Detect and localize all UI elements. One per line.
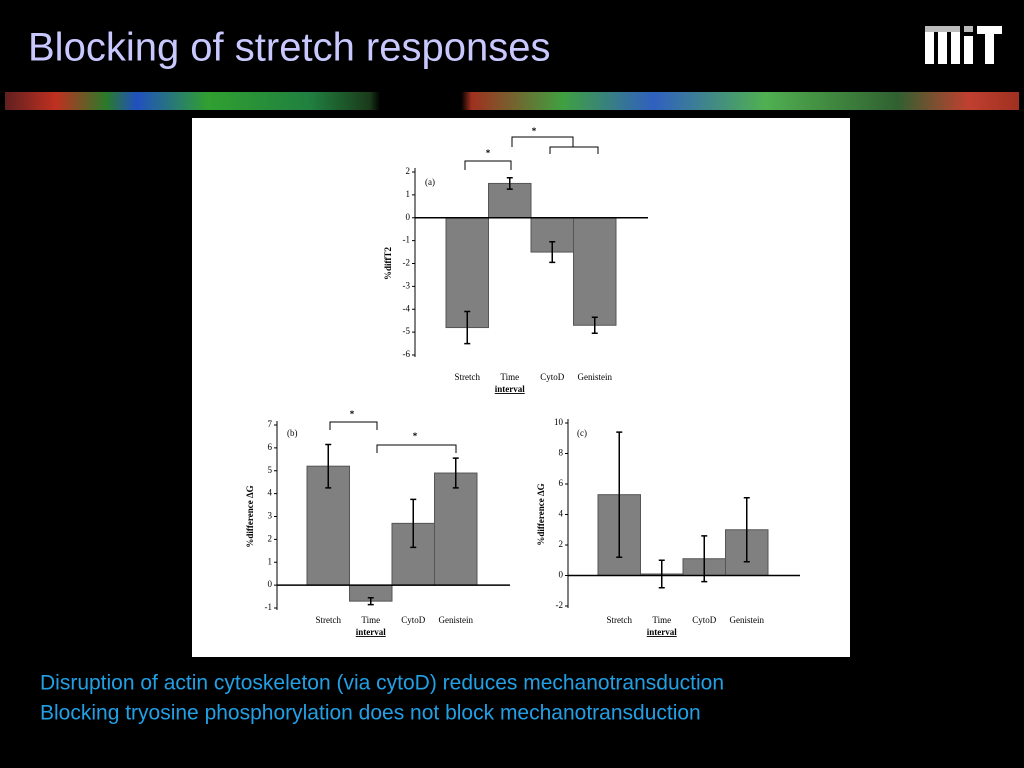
annotation: *	[413, 431, 418, 441]
panel-label: (a)	[425, 177, 435, 187]
error-bar	[658, 559, 665, 589]
y-tick-label: 4	[268, 488, 273, 498]
y-tick-label: 10	[554, 417, 564, 427]
y-tick-label: 8	[559, 448, 564, 458]
x-tick-label: Genistein	[578, 372, 613, 382]
error-bar	[367, 596, 374, 606]
caption-line: Blocking tryosine phosphorylation does n…	[40, 702, 701, 725]
error-bar	[701, 535, 708, 583]
y-tick-label: 7	[268, 419, 273, 429]
panel-label: (b)	[287, 428, 298, 438]
error-bar	[464, 310, 471, 345]
x-tick-label: Stretch	[607, 615, 633, 625]
error-bar	[616, 431, 623, 558]
annotation: *	[350, 409, 355, 419]
slide-title: Blocking of stretch responses	[28, 26, 550, 70]
error-bar	[410, 498, 417, 549]
bar	[434, 472, 478, 586]
x-tick-label: Time	[652, 615, 671, 625]
y-tick-label: 0	[406, 212, 411, 222]
bar	[445, 217, 489, 329]
image-strip	[5, 92, 1019, 110]
panel-label: (c)	[577, 428, 587, 438]
y-tick-label: 0	[268, 579, 273, 589]
x-tick-label: CytoD	[692, 615, 717, 625]
y-tick-label: -5	[403, 326, 411, 336]
y-tick-label: 2	[559, 539, 564, 549]
y-tick-label: 0	[559, 570, 564, 580]
x-tick-label: Stretch	[316, 615, 342, 625]
x-axis-label: interval	[495, 384, 525, 394]
x-tick-label: Stretch	[455, 372, 481, 382]
y-axis-label: %diffT2	[383, 247, 393, 281]
significance-bracket	[329, 421, 457, 453]
y-tick-label: 2	[268, 533, 273, 543]
y-axis-label: %difference ΔG	[245, 485, 255, 547]
x-tick-label: Genistein	[730, 615, 765, 625]
error-bar	[743, 496, 750, 563]
x-axis-label: interval	[647, 627, 677, 637]
x-tick-label: Time	[361, 615, 380, 625]
x-tick-label: Time	[500, 372, 519, 382]
error-bar	[549, 241, 556, 264]
y-tick-label: -6	[403, 349, 411, 359]
y-tick-label: 2	[406, 166, 411, 176]
y-tick-label: -4	[403, 303, 411, 313]
y-tick-label: 4	[559, 509, 564, 519]
annotation: *	[486, 148, 491, 158]
bar	[573, 217, 617, 326]
y-tick-label: 6	[559, 478, 564, 488]
y-tick-label: 1	[268, 556, 273, 566]
y-tick-label: -2	[556, 600, 564, 610]
logo	[925, 26, 1002, 64]
caption-line: Disruption of actin cytoskeleton (via cy…	[40, 672, 724, 695]
y-tick-label: 1	[406, 189, 411, 199]
significance-bracket	[464, 136, 599, 170]
y-tick-label: -1	[265, 602, 273, 612]
x-tick-label: Genistein	[439, 615, 474, 625]
x-axis-label: interval	[356, 627, 386, 637]
charts: 210-1-2-3-4-5-6%diffT2(a)Stretch Timeinte…	[245, 126, 800, 637]
error-bar	[591, 316, 598, 335]
y-tick-label: 5	[268, 465, 273, 475]
y-axis-label: %difference ΔG	[536, 483, 546, 545]
x-tick-label: CytoD	[401, 615, 426, 625]
y-tick-label: 3	[268, 511, 273, 521]
y-tick-label: -1	[403, 235, 411, 245]
error-bar	[506, 176, 513, 190]
y-tick-label: 6	[268, 442, 273, 452]
annotation: *	[532, 126, 537, 136]
y-tick-label: -3	[403, 280, 411, 290]
y-tick-label: -2	[403, 258, 411, 268]
error-bar	[452, 457, 459, 489]
x-tick-label: CytoD	[540, 372, 565, 382]
error-bar	[325, 443, 332, 489]
